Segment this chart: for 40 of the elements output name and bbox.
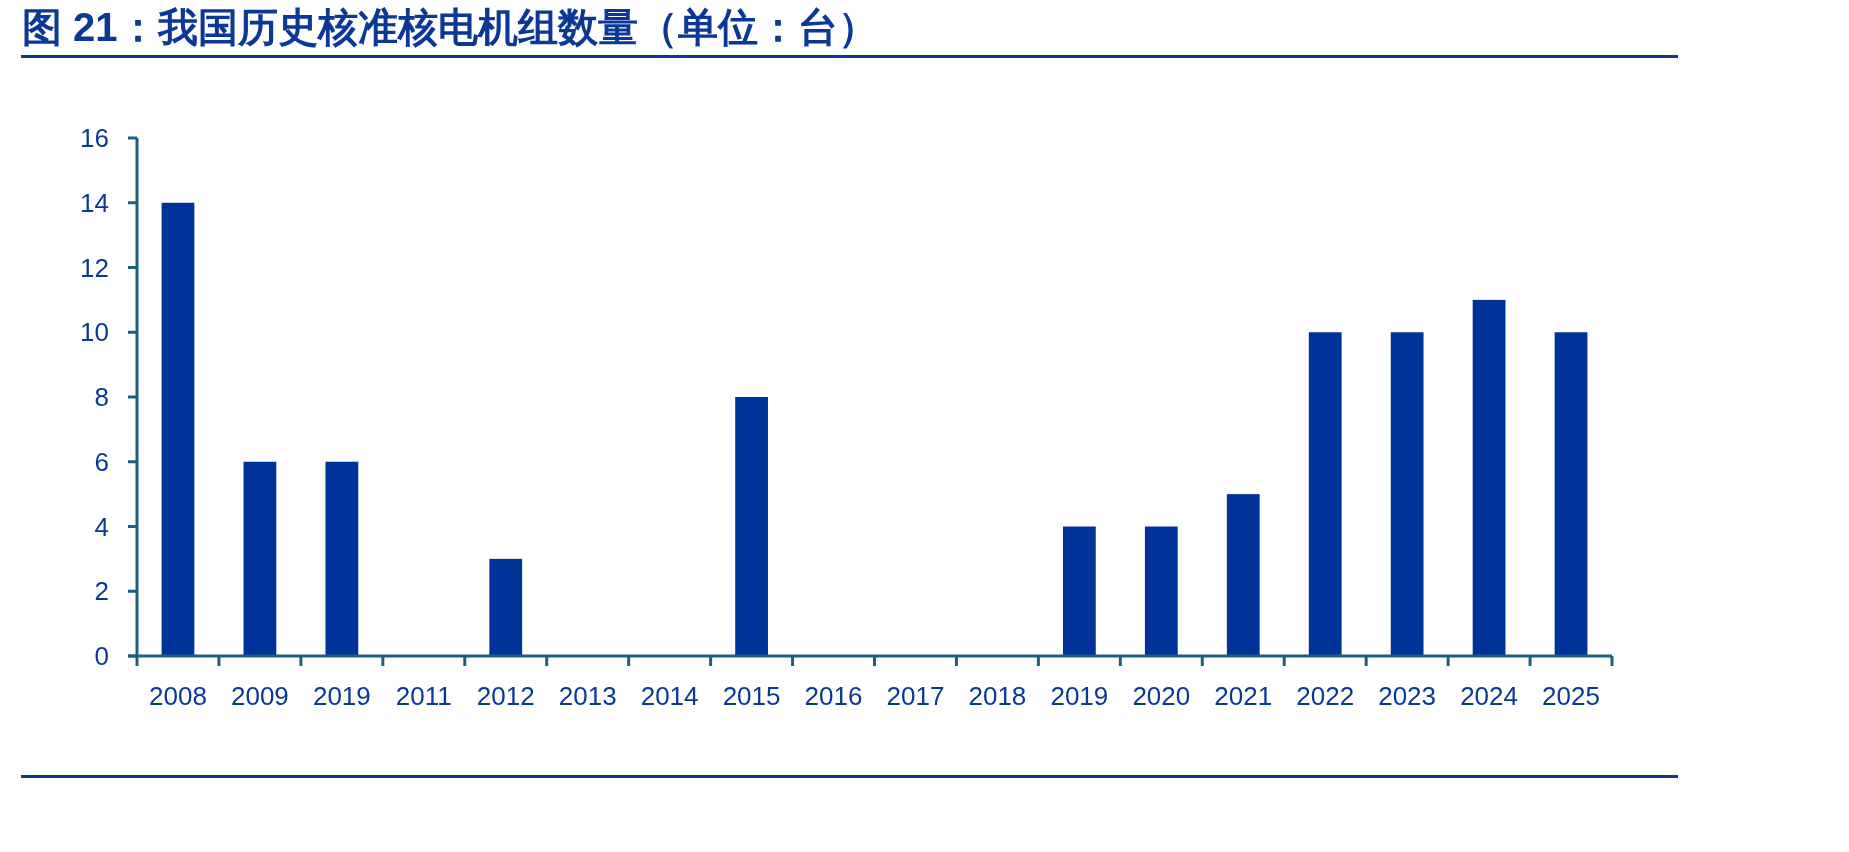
y-tick-label: 2 bbox=[94, 576, 109, 607]
bar bbox=[325, 461, 359, 656]
x-tick-label: 2016 bbox=[804, 681, 863, 711]
y-tick-label: 16 bbox=[80, 123, 109, 153]
y-tick-label: 10 bbox=[80, 317, 109, 348]
x-tick-label: 2019 bbox=[312, 681, 371, 711]
y-tick-label: 6 bbox=[94, 446, 109, 477]
y-tick-label: 8 bbox=[94, 382, 109, 412]
x-tick-label: 2008 bbox=[149, 681, 207, 711]
bar bbox=[1226, 494, 1260, 656]
chart-title: 图 21：我国历史核准核电机组数量（单位：台） bbox=[22, 5, 878, 49]
bar bbox=[1144, 526, 1178, 656]
x-tick-label: 2025 bbox=[1542, 681, 1600, 711]
x-tick-label: 2021 bbox=[1214, 681, 1273, 711]
x-tick-label: 2020 bbox=[1132, 681, 1191, 711]
bar bbox=[161, 202, 195, 656]
x-tick-label: 2024 bbox=[1460, 681, 1519, 711]
bar bbox=[1472, 299, 1506, 656]
x-tick-label: 2012 bbox=[476, 681, 535, 711]
bar bbox=[489, 558, 523, 656]
y-tick-label: 14 bbox=[80, 187, 109, 218]
bar bbox=[1308, 332, 1342, 656]
bar bbox=[243, 461, 277, 656]
y-tick-label: 12 bbox=[80, 252, 109, 283]
x-tick-label: 2018 bbox=[968, 681, 1027, 711]
x-tick-label: 2015 bbox=[722, 681, 781, 711]
bar bbox=[1062, 526, 1096, 656]
x-tick-label: 2014 bbox=[640, 681, 699, 711]
x-tick-label: 2011 bbox=[395, 681, 452, 711]
y-tick-label: 4 bbox=[94, 511, 109, 542]
bar bbox=[735, 397, 768, 656]
x-tick-label: 2017 bbox=[886, 681, 945, 711]
bar bbox=[1390, 332, 1424, 656]
x-tick-label: 2022 bbox=[1296, 681, 1355, 711]
x-tick-label: 2019 bbox=[1050, 681, 1109, 711]
x-tick-label: 2023 bbox=[1378, 681, 1437, 711]
y-tick-label: 0 bbox=[94, 641, 109, 671]
x-tick-label: 2009 bbox=[230, 681, 289, 711]
x-tick-label: 2013 bbox=[558, 681, 617, 711]
bar bbox=[1554, 332, 1588, 656]
